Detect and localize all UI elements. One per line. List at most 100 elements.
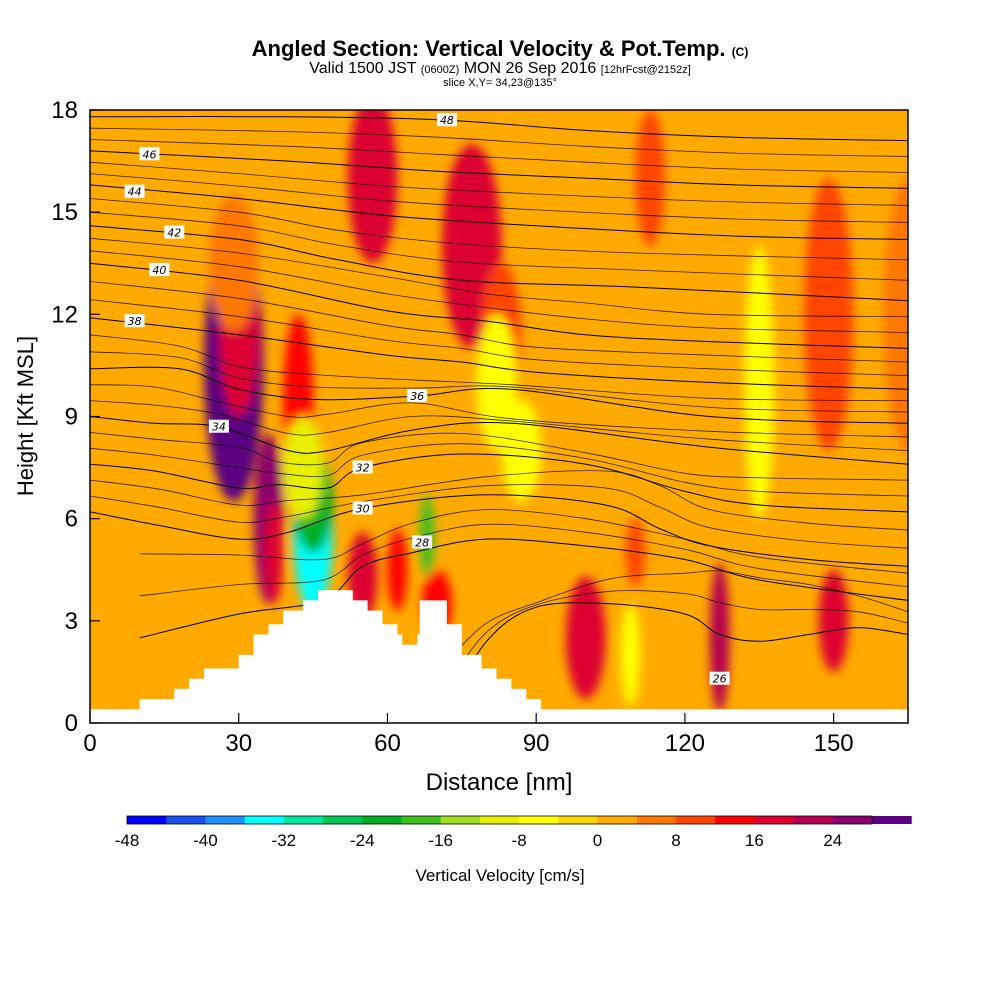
isentrope-labels: 26 28 30 32 34 36 38 40 42 44 46 48	[124, 113, 730, 686]
isentrope-line	[90, 225, 908, 302]
isentrope-label: 48	[436, 113, 457, 127]
isentrope-label-bg	[709, 671, 730, 685]
isentrope-line	[90, 127, 908, 157]
velocity-cell	[565, 576, 606, 700]
isentrope-line	[90, 443, 908, 497]
isentrope-label-text: 30	[356, 502, 370, 515]
y-tick-label: 6	[65, 506, 78, 533]
isentrope-line	[90, 139, 908, 173]
isentrope-line	[90, 116, 908, 142]
isentrope-label-bg	[139, 147, 160, 161]
velocity-cell	[744, 246, 775, 519]
isentrope-label-bg	[436, 113, 457, 127]
velocity-cell	[476, 314, 517, 451]
colorbar-swatch	[205, 816, 246, 824]
colorbar-swatch	[127, 816, 167, 824]
slice-info: slice X,Y= 34,23@135°	[443, 77, 557, 89]
colorbar-tick-label: 0	[593, 831, 602, 850]
chart-title: Angled Section: Vertical Velocity & Pot.…	[0, 36, 1000, 62]
colorbar-tick-label: -8	[512, 831, 527, 850]
isentrope-line	[90, 416, 908, 465]
colorbar-swatch	[793, 816, 834, 824]
y-tick-label: 0	[65, 710, 78, 737]
y-tick-label: 12	[51, 301, 78, 328]
title-text: Angled Section: Vertical Velocity & Pot.…	[251, 36, 726, 61]
isentrope-line	[90, 432, 908, 481]
isentrope-label-text: 42	[167, 227, 181, 240]
isentrope-line	[90, 351, 908, 413]
colorbar-tick-label: -24	[350, 831, 375, 850]
colorbar-swatch	[362, 816, 402, 824]
velocity-cell	[347, 110, 398, 264]
velocity-field	[204, 110, 908, 713]
velocity-cell	[283, 416, 324, 519]
forecast-info: [12hrFcst@2152z]	[600, 64, 691, 76]
isentrope-line	[90, 161, 908, 206]
isentrope-line	[139, 538, 908, 639]
isentrope-label-bg	[407, 389, 428, 403]
colorbar-swatch	[872, 816, 912, 824]
isentrope-label-text: 44	[128, 186, 142, 199]
isentrope-label: 44	[124, 184, 145, 199]
utc-time: (0600Z)	[420, 64, 460, 76]
isentrope-label-bg	[149, 263, 170, 277]
isentrope-line	[90, 317, 908, 390]
velocity-cell	[347, 532, 378, 621]
isentrope-line	[90, 237, 908, 317]
isentrope-label: 26	[709, 671, 730, 686]
colorbar-swatch	[283, 816, 324, 824]
colorbar-tick-label: 16	[745, 831, 764, 850]
isentrope-line	[446, 570, 908, 662]
isentrope-line	[90, 262, 908, 349]
isentrope-line	[90, 384, 908, 438]
colorbar-swatch	[519, 816, 559, 824]
colorbar-label: Vertical Velocity [cm/s]	[415, 866, 584, 885]
x-tick-label: 120	[665, 730, 705, 757]
isentrope-label: 36	[407, 389, 428, 403]
x-tick-label: 90	[523, 730, 550, 757]
isentrope-line	[90, 299, 908, 376]
isentrope-line	[446, 602, 908, 710]
isentrope-label: 30	[352, 501, 373, 515]
x-tick-label: 150	[814, 730, 854, 757]
isentrope-label: 46	[139, 147, 160, 161]
isentrope-line	[90, 250, 908, 333]
isentrope-label-text: 40	[152, 264, 166, 277]
isentrope-line	[90, 484, 908, 549]
colorbar-swatch	[244, 816, 285, 824]
velocity-cell	[803, 178, 854, 451]
isentrope-label-text: 36	[410, 390, 424, 403]
isentrope-line	[90, 470, 908, 531]
y-tick-label: 18	[51, 97, 78, 124]
colorbar-swatch	[166, 816, 206, 824]
x-tick-label: 60	[374, 730, 401, 757]
isentrope-label: 42	[164, 225, 185, 240]
isentrope-label-text: 48	[440, 114, 454, 127]
velocity-cell	[625, 518, 646, 587]
velocity-cell	[818, 569, 849, 672]
colorbar-tick-label: -48	[115, 831, 140, 850]
x-tick-label: 30	[225, 730, 252, 757]
isentrope-label: 40	[149, 263, 170, 277]
isentrope-line	[90, 184, 908, 240]
velocity-cell	[263, 501, 284, 604]
isentrope-label-bg	[124, 184, 145, 198]
isentrope-line	[446, 590, 908, 686]
isentrope-line	[90, 453, 908, 513]
valid-time: Valid 1500 JST	[309, 60, 417, 77]
isentrope-line	[90, 494, 908, 567]
valid-date: MON 26 Sep 2016	[463, 60, 597, 77]
y-tick-label: 15	[51, 199, 78, 226]
colorbar-swatch	[323, 816, 363, 824]
isentrope-label-bg	[412, 535, 433, 549]
colorbar-tick-label: -40	[193, 831, 218, 850]
colorbar-tick-label: -32	[272, 831, 297, 850]
isentrope-line	[139, 523, 908, 597]
velocity-cell	[635, 110, 666, 247]
colorbar-swatch	[479, 816, 520, 824]
isentrope-label-text: 34	[212, 421, 226, 434]
colorbar-swatch	[597, 816, 638, 824]
velocity-cell	[883, 178, 908, 451]
isentrope-label-bg	[352, 460, 373, 474]
velocity-cell	[387, 528, 408, 611]
